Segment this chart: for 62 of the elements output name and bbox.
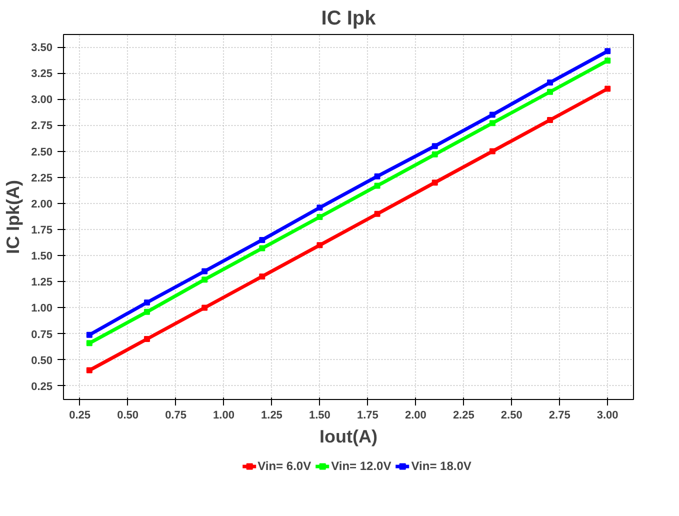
y-tick-label: 1.50: [31, 250, 53, 263]
y-tick-label: 1.25: [31, 276, 53, 289]
point: [374, 210, 380, 217]
point: [604, 58, 611, 64]
x-tick-label: 1.75: [356, 410, 378, 422]
point: [86, 340, 92, 346]
point: [202, 276, 208, 283]
point: [202, 268, 208, 274]
x-tick-label: 3.00: [596, 410, 618, 422]
point: [604, 86, 611, 92]
x-tick-label: 2.75: [548, 410, 570, 422]
legend-label: Vin= 18.0V: [411, 459, 472, 473]
point: [144, 336, 150, 342]
point: [316, 204, 323, 211]
point: [316, 242, 323, 248]
y-tick-label: 0.50: [31, 354, 53, 367]
point: [432, 180, 438, 186]
point: [259, 236, 266, 243]
y-tick-label: 3.00: [31, 94, 53, 106]
legend-label: Vin= 12.0V: [331, 459, 392, 473]
y-tick-label: 1.75: [31, 224, 53, 237]
x-tick-label: 2.00: [404, 410, 426, 422]
y-tick-label: 2.75: [31, 120, 53, 132]
point: [604, 48, 611, 54]
point: [144, 308, 150, 315]
y-axis-title: IC Ipk(A): [3, 180, 24, 254]
point: [259, 245, 266, 252]
y-tick-label: 3.50: [31, 42, 53, 54]
x-tick-label: 2.50: [500, 410, 522, 422]
x-axis-title: Iout(A): [320, 426, 378, 446]
point: [432, 151, 438, 158]
y-tick-label: 2.25: [31, 172, 53, 184]
x-tick-label: 0.50: [117, 410, 139, 422]
x-tick-label: 1.25: [261, 410, 282, 422]
point: [144, 300, 150, 306]
point: [374, 182, 380, 189]
y-tick-label: 0.25: [31, 380, 53, 393]
point: [489, 148, 496, 154]
point: [86, 332, 92, 338]
point: [316, 214, 323, 220]
chart-title: IC Ipk: [321, 8, 377, 30]
point: [432, 143, 438, 150]
x-tick-label: 0.75: [165, 410, 186, 422]
y-tick-label: 2.00: [31, 198, 53, 210]
point: [374, 173, 380, 180]
legend-label: Vin= 6.0V: [258, 459, 312, 473]
point: [489, 120, 496, 126]
x-tick-label: 0.25: [69, 410, 91, 422]
point: [259, 273, 266, 280]
y-tick-label: 3.25: [31, 68, 53, 80]
x-tick-label: 1.50: [309, 410, 330, 422]
y-tick-label: 2.50: [31, 146, 53, 158]
x-tick-label: 1.00: [213, 410, 234, 422]
point: [547, 79, 554, 86]
point: [547, 88, 554, 95]
y-tick-label: 1.00: [31, 302, 53, 315]
x-tick-label: 2.25: [452, 410, 474, 422]
point: [489, 112, 496, 118]
y-tick-label: 0.75: [31, 328, 53, 341]
point: [202, 304, 208, 311]
point: [547, 117, 554, 124]
point: [86, 367, 92, 374]
